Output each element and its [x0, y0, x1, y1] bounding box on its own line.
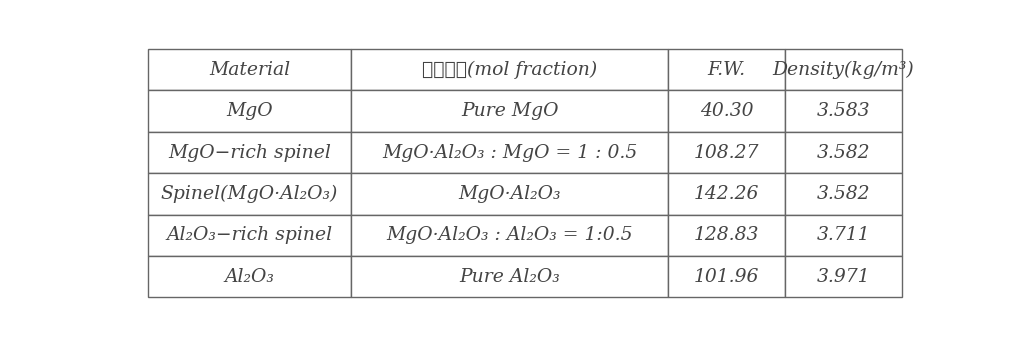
Bar — [785, 91, 902, 132]
Bar — [668, 91, 785, 132]
Bar — [147, 256, 351, 297]
Text: 128.83: 128.83 — [694, 226, 759, 244]
Text: Density(kg/m³): Density(kg/m³) — [772, 61, 914, 79]
Text: 3.711: 3.711 — [816, 226, 870, 244]
Text: 40.30: 40.30 — [699, 102, 754, 120]
Bar — [668, 132, 785, 173]
Text: Al₂O₃: Al₂O₃ — [224, 268, 274, 286]
Bar — [668, 215, 785, 256]
Bar — [668, 49, 785, 91]
Text: MgO: MgO — [226, 102, 273, 120]
Bar — [785, 256, 902, 297]
Text: Pure MgO: Pure MgO — [461, 102, 558, 120]
Bar — [785, 49, 902, 91]
Bar — [351, 132, 668, 173]
Bar — [351, 91, 668, 132]
Bar — [147, 173, 351, 215]
Text: MgO·Al₂O₃ : Al₂O₃ = 1:0.5: MgO·Al₂O₃ : Al₂O₃ = 1:0.5 — [386, 226, 633, 244]
Text: MgO·Al₂O₃ : MgO = 1 : 0.5: MgO·Al₂O₃ : MgO = 1 : 0.5 — [382, 143, 637, 162]
Bar — [668, 256, 785, 297]
Bar — [351, 173, 668, 215]
Bar — [785, 215, 902, 256]
Text: MgO−rich spinel: MgO−rich spinel — [168, 143, 331, 162]
Bar — [147, 132, 351, 173]
Bar — [147, 49, 351, 91]
Bar — [147, 215, 351, 256]
Text: F.W.: F.W. — [708, 61, 745, 79]
Text: 3.971: 3.971 — [816, 268, 870, 286]
Text: 3.583: 3.583 — [816, 102, 870, 120]
Text: 101.96: 101.96 — [694, 268, 759, 286]
Text: Pure Al₂O₃: Pure Al₂O₃ — [460, 268, 560, 286]
Bar — [147, 91, 351, 132]
Text: 142.26: 142.26 — [694, 185, 759, 203]
Text: 3.582: 3.582 — [816, 143, 870, 162]
Text: 화학조성(mol fraction): 화학조성(mol fraction) — [422, 61, 597, 79]
Text: Material: Material — [209, 61, 290, 79]
Text: 108.27: 108.27 — [694, 143, 759, 162]
Bar — [785, 173, 902, 215]
Text: 3.582: 3.582 — [816, 185, 870, 203]
Text: Spinel(MgO·Al₂O₃): Spinel(MgO·Al₂O₃) — [161, 185, 338, 203]
Text: Al₂O₃−rich spinel: Al₂O₃−rich spinel — [167, 226, 333, 244]
Bar — [668, 173, 785, 215]
Bar — [351, 256, 668, 297]
Bar — [351, 49, 668, 91]
Bar — [785, 132, 902, 173]
Text: MgO·Al₂O₃: MgO·Al₂O₃ — [459, 185, 561, 203]
Bar — [351, 215, 668, 256]
